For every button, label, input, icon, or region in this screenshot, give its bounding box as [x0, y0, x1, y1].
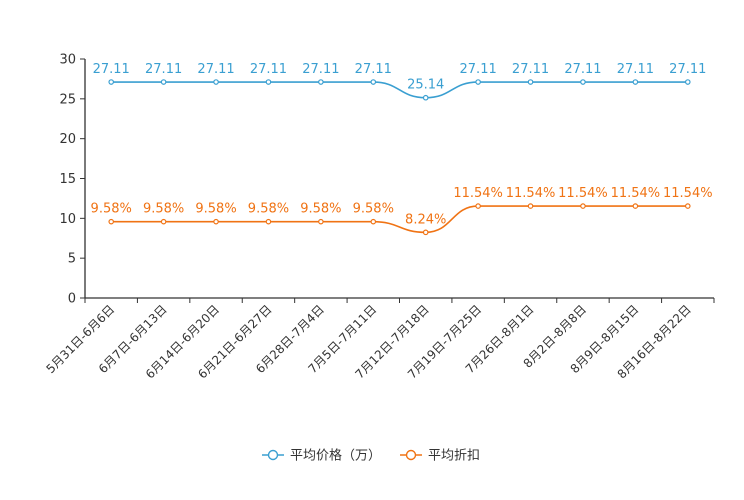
data-label: 27.11: [669, 62, 706, 77]
series-line-1: [111, 205, 688, 234]
y-tick-label: 5: [68, 252, 76, 267]
data-point[interactable]: [370, 218, 377, 225]
data-point[interactable]: [684, 79, 691, 85]
data-label: 27.11: [302, 62, 339, 77]
data-label: 11.54%: [506, 186, 556, 201]
data-label: 27.11: [145, 62, 182, 77]
data-point[interactable]: [108, 79, 115, 85]
y-tick-label: 10: [59, 212, 76, 227]
data-point[interactable]: [580, 79, 586, 85]
data-point[interactable]: [160, 79, 167, 85]
data-label: 27.11: [460, 62, 497, 77]
data-point[interactable]: [475, 79, 481, 85]
data-label: 9.58%: [195, 202, 236, 217]
legend[interactable]: 平均价格（万） 平均折扣: [262, 448, 480, 464]
y-tick-label: 30: [59, 53, 76, 68]
data-point[interactable]: [108, 218, 115, 225]
data-label: 27.11: [93, 62, 130, 77]
data-label: 25.14: [407, 78, 444, 93]
data-point[interactable]: [265, 79, 272, 85]
data-point[interactable]: [632, 203, 639, 209]
data-point[interactable]: [160, 218, 167, 225]
legend-marker-icon: [405, 449, 417, 461]
data-point[interactable]: [265, 218, 272, 225]
legend-item-0[interactable]: 平均价格（万）: [262, 448, 381, 464]
data-point[interactable]: [213, 218, 219, 225]
data-label: 9.58%: [91, 202, 132, 217]
data-label: 9.58%: [143, 202, 184, 217]
data-label: 27.11: [564, 62, 601, 77]
data-label: 27.11: [355, 62, 392, 77]
data-point[interactable]: [318, 218, 324, 225]
data-labels: 27.11 27.11 27.11 27.11 27.11 27.11 25.14 27.11…: [91, 62, 713, 227]
data-label: 27.11: [250, 62, 287, 77]
data-point[interactable]: [527, 203, 534, 209]
y-tick-label: 15: [59, 172, 76, 187]
data-label: 11.54%: [663, 186, 713, 201]
data-point[interactable]: [580, 203, 586, 209]
legend-label: 平均价格（万）: [290, 448, 381, 464]
data-label: 27.11: [512, 62, 549, 77]
series-lines: [108, 79, 691, 236]
y-tick-label: 25: [59, 92, 76, 107]
data-label: 11.54%: [611, 186, 661, 201]
data-point[interactable]: [422, 229, 429, 236]
data-point[interactable]: [213, 79, 219, 85]
legend-item-1[interactable]: 平均折扣: [400, 449, 480, 464]
legend-label: 平均折扣: [428, 449, 480, 464]
y-tick-label: 0: [68, 292, 76, 307]
data-label: 11.54%: [453, 186, 503, 201]
series-line-0: [111, 81, 688, 99]
data-label: 8.24%: [405, 212, 446, 227]
data-label: 9.58%: [353, 202, 394, 217]
data-label: 11.54%: [558, 186, 608, 201]
data-label: 9.58%: [300, 202, 341, 217]
data-point[interactable]: [422, 94, 429, 101]
data-point[interactable]: [527, 79, 534, 85]
data-label: 27.11: [197, 62, 234, 77]
data-point[interactable]: [684, 203, 691, 209]
data-point[interactable]: [632, 79, 639, 85]
legend-marker-icon: [267, 449, 279, 461]
data-point[interactable]: [475, 203, 481, 209]
y-tick-label: 20: [59, 132, 76, 147]
data-label: 27.11: [617, 62, 654, 77]
data-label: 9.58%: [248, 202, 289, 217]
data-point[interactable]: [318, 79, 324, 85]
data-point[interactable]: [370, 79, 377, 85]
axes: 0510152025305月31日-6月6日6月7日-6月13日6月14日-6月…: [43, 53, 715, 382]
